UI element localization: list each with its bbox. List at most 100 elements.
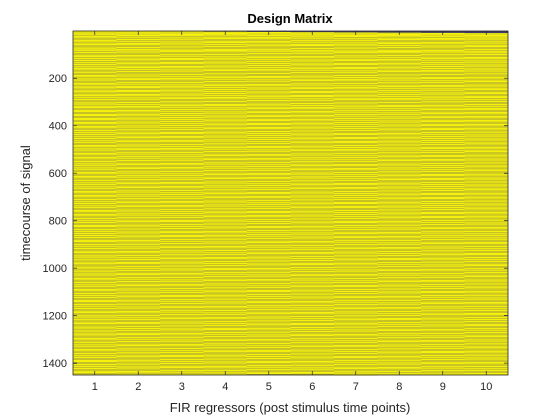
heatmap-cell bbox=[421, 367, 465, 369]
heatmap-cell bbox=[464, 266, 508, 268]
heatmap-cell bbox=[116, 154, 160, 156]
heatmap-cell bbox=[116, 46, 160, 49]
heatmap-cell bbox=[160, 169, 204, 171]
heatmap-cell bbox=[203, 194, 247, 196]
heatmap-cell bbox=[377, 334, 421, 336]
heatmap-cell bbox=[247, 81, 291, 83]
heatmap-cell bbox=[73, 228, 117, 231]
heatmap-cell bbox=[377, 93, 421, 96]
heatmap-cell bbox=[334, 53, 378, 55]
heatmap-cell bbox=[203, 360, 247, 362]
heatmap-cell bbox=[203, 220, 247, 222]
heatmap-cell bbox=[203, 311, 247, 313]
heatmap-cell bbox=[247, 257, 291, 259]
heatmap-cell bbox=[73, 131, 117, 133]
heatmap-cell bbox=[73, 50, 117, 52]
heatmap-cell bbox=[464, 263, 508, 265]
heatmap-cell bbox=[334, 58, 378, 60]
heatmap-cell bbox=[203, 118, 247, 120]
heatmap-cell bbox=[421, 337, 465, 339]
heatmap-cell bbox=[290, 247, 334, 249]
heatmap-cell bbox=[421, 283, 465, 286]
heatmap-cell bbox=[73, 92, 117, 94]
heatmap-cell bbox=[247, 149, 291, 151]
heatmap-cell bbox=[290, 211, 334, 213]
heatmap-cell bbox=[290, 206, 334, 208]
heatmap-cell bbox=[203, 179, 247, 181]
heatmap-cell bbox=[160, 58, 204, 61]
heatmap-cell bbox=[160, 354, 204, 357]
heatmap-cell bbox=[377, 368, 421, 370]
heatmap-cell bbox=[334, 362, 378, 364]
heatmap-cell bbox=[247, 356, 291, 358]
heatmap-cell bbox=[334, 234, 378, 236]
heatmap-cell bbox=[203, 229, 247, 231]
heatmap-cell bbox=[203, 338, 247, 340]
heatmap-cell bbox=[73, 57, 117, 59]
heatmap-cell bbox=[116, 319, 160, 321]
heatmap-cell bbox=[464, 99, 508, 101]
heatmap-cell bbox=[160, 49, 204, 51]
heatmap-cell bbox=[247, 293, 291, 296]
heatmap-cell bbox=[334, 272, 378, 274]
heatmap-cell bbox=[334, 82, 378, 85]
heatmap-cell bbox=[377, 257, 421, 259]
heatmap-cell bbox=[116, 105, 160, 108]
heatmap-cell bbox=[334, 256, 378, 258]
heatmap-cell bbox=[464, 311, 508, 313]
heatmap-cell bbox=[290, 34, 334, 36]
heatmap-cell bbox=[290, 332, 334, 334]
heatmap-cell bbox=[377, 146, 421, 148]
heatmap-cell bbox=[247, 109, 291, 111]
heatmap-cell bbox=[334, 215, 378, 217]
heatmap-cell bbox=[160, 111, 204, 113]
heatmap-column-1 bbox=[73, 31, 117, 375]
heatmap-cell bbox=[334, 340, 378, 342]
heatmap-cell bbox=[377, 258, 421, 261]
heatmap-cell bbox=[421, 247, 465, 249]
heatmap-cell bbox=[334, 213, 378, 216]
heatmap-cell bbox=[464, 297, 508, 299]
heatmap-cell bbox=[421, 77, 465, 80]
heatmap-cell bbox=[464, 44, 508, 46]
heatmap-cell bbox=[464, 225, 508, 227]
heatmap-cell bbox=[377, 174, 421, 176]
heatmap-cell bbox=[203, 161, 247, 163]
heatmap-cell bbox=[421, 173, 465, 176]
heatmap-cell bbox=[464, 304, 508, 306]
heatmap-cell bbox=[247, 222, 291, 225]
heatmap-cell bbox=[377, 126, 421, 128]
heatmap-cell bbox=[160, 219, 204, 222]
heatmap-cell bbox=[160, 308, 204, 310]
heatmap-cell bbox=[421, 277, 465, 279]
heatmap-cell bbox=[421, 83, 465, 85]
heatmap-cell bbox=[116, 138, 160, 140]
heatmap-cell bbox=[464, 110, 508, 112]
heatmap-cell bbox=[421, 139, 465, 142]
heatmap-cell bbox=[290, 69, 334, 71]
heatmap-cell bbox=[377, 212, 421, 214]
heatmap-cell bbox=[464, 183, 508, 185]
heatmap-cell bbox=[73, 343, 117, 345]
heatmap-cell bbox=[247, 106, 291, 108]
heatmap-cell bbox=[73, 245, 117, 247]
heatmap-cell bbox=[421, 357, 465, 359]
heatmap-cell bbox=[334, 98, 378, 101]
heatmap-cell bbox=[247, 297, 291, 300]
heatmap-cell bbox=[203, 299, 247, 301]
heatmap-cell bbox=[116, 140, 160, 143]
heatmap-cell bbox=[247, 363, 291, 365]
heatmap-cell bbox=[421, 316, 465, 318]
heatmap-cell bbox=[421, 309, 465, 311]
heatmap-cell bbox=[377, 265, 421, 268]
heatmap-cell bbox=[421, 307, 465, 309]
heatmap-cell bbox=[203, 288, 247, 290]
heatmap-cell bbox=[464, 45, 508, 48]
heatmap-cell bbox=[73, 271, 117, 273]
heatmap-cell bbox=[464, 359, 508, 361]
heatmap-cell bbox=[116, 233, 160, 235]
heatmap-cell bbox=[116, 112, 160, 114]
heatmap-cell bbox=[73, 365, 117, 367]
heatmap-cell bbox=[464, 85, 508, 87]
heatmap-cell bbox=[247, 353, 291, 356]
